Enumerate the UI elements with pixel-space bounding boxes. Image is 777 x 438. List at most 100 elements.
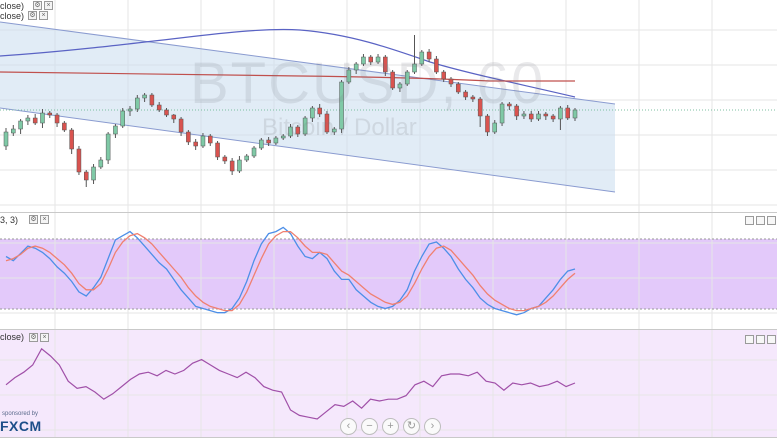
- candle-body: [47, 112, 53, 116]
- candle: [229, 158, 235, 175]
- candle: [499, 102, 505, 126]
- candle-body: [448, 78, 454, 85]
- candle: [485, 114, 490, 136]
- close-icon[interactable]: ×: [44, 1, 53, 10]
- candle-body: [91, 166, 96, 181]
- price-chart-pane[interactable]: BTCUSD, 60 Bitcoin / Dollar close) ⚙ × c…: [0, 0, 777, 213]
- reset-icon[interactable]: ↻: [403, 418, 420, 435]
- candle-body: [485, 115, 490, 133]
- settings-icon[interactable]: ⚙: [33, 1, 42, 10]
- moving-average-red: [0, 71, 575, 82]
- candle-body: [186, 131, 191, 143]
- minimize-pane-icon[interactable]: [756, 335, 765, 344]
- close-icon[interactable]: ×: [40, 215, 49, 224]
- close-pane-icon[interactable]: [767, 216, 776, 225]
- candle: [18, 119, 23, 134]
- candle: [164, 108, 169, 117]
- candle: [215, 141, 220, 160]
- candle-body: [266, 139, 271, 144]
- candle: [463, 90, 468, 100]
- maximize-pane-icon[interactable]: [745, 216, 754, 225]
- candle: [514, 104, 519, 120]
- candle: [69, 128, 74, 154]
- minimize-pane-icon[interactable]: [756, 216, 765, 225]
- candle: [178, 117, 184, 136]
- stochastic-label: 3, 3): [0, 215, 19, 225]
- candle: [91, 164, 96, 184]
- candle: [288, 124, 293, 138]
- candle: [404, 70, 410, 86]
- candle: [40, 109, 45, 128]
- close-icon[interactable]: ×: [39, 11, 48, 20]
- rsi-line: [5, 347, 576, 420]
- candle: [470, 95, 476, 102]
- close-pane-icon[interactable]: [767, 335, 776, 344]
- candle: [412, 35, 417, 74]
- settings-icon[interactable]: ⚙: [28, 11, 37, 20]
- candle-body: [98, 159, 104, 168]
- candle: [528, 111, 534, 122]
- candle: [302, 116, 308, 136]
- candle: [186, 130, 191, 145]
- candle-body: [178, 118, 184, 133]
- candle: [113, 124, 118, 138]
- candle: [193, 139, 198, 150]
- candle-body: [54, 114, 60, 124]
- stochastic-d-line: [5, 230, 576, 312]
- candle-body: [514, 105, 519, 117]
- candle: [419, 50, 425, 66]
- close-icon[interactable]: ×: [40, 333, 49, 342]
- candle: [572, 108, 578, 121]
- indicator-label-ma1: close): [0, 1, 25, 11]
- symbol-watermark: BTCUSD, 60: [190, 51, 546, 116]
- candle-body: [171, 114, 177, 120]
- candle-body: [463, 91, 468, 98]
- candle: [543, 112, 549, 120]
- stochastic-band: [0, 239, 777, 309]
- candle-body: [543, 113, 549, 117]
- candle-body: [244, 155, 249, 161]
- candle-body: [164, 109, 169, 116]
- candle-body: [550, 115, 556, 120]
- candle-body: [390, 71, 395, 89]
- candle-body: [353, 63, 359, 71]
- rsi-label: close): [0, 332, 25, 342]
- scroll-left-icon[interactable]: ‹: [340, 418, 357, 435]
- candle-body: [3, 131, 9, 147]
- candle: [3, 128, 9, 150]
- candle-body: [156, 104, 162, 111]
- stochastic-pane[interactable]: 3, 3) ⚙ ×: [0, 213, 777, 330]
- candle-body: [375, 56, 381, 63]
- candle-body: [536, 113, 541, 120]
- candle-body: [40, 112, 45, 124]
- candle-body: [346, 69, 352, 83]
- candle-body: [477, 98, 483, 117]
- candle-body: [32, 117, 38, 124]
- candle-body: [499, 103, 505, 124]
- candle: [200, 133, 206, 148]
- zoom-out-icon[interactable]: −: [361, 418, 378, 435]
- scroll-right-icon[interactable]: ›: [424, 418, 441, 435]
- candle: [120, 108, 125, 128]
- settings-icon[interactable]: ⚙: [29, 215, 38, 224]
- maximize-pane-icon[interactable]: [745, 335, 754, 344]
- fxcm-logo: FXCM: [0, 418, 42, 434]
- candle-body: [441, 71, 446, 80]
- candle-body: [193, 141, 198, 147]
- candle: [54, 113, 60, 127]
- candle-body: [280, 135, 286, 139]
- candle: [98, 157, 104, 169]
- candle-body: [149, 94, 155, 106]
- candle-body: [412, 63, 417, 73]
- candle-body: [127, 108, 133, 112]
- candle: [536, 111, 541, 121]
- candle-body: [558, 107, 563, 120]
- candle-body: [456, 83, 461, 93]
- candle: [142, 93, 147, 102]
- zoom-in-icon[interactable]: +: [382, 418, 399, 435]
- settings-icon[interactable]: ⚙: [29, 333, 38, 342]
- candle: [346, 67, 352, 84]
- candle: [368, 55, 373, 65]
- candle: [550, 114, 556, 122]
- stochastic-k-line: [5, 226, 576, 316]
